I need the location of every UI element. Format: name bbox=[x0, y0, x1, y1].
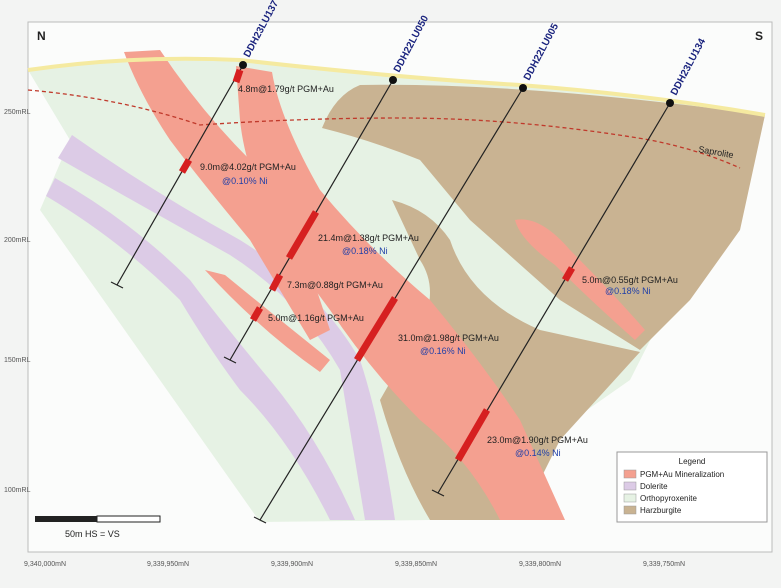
nickel-label: @0.16% Ni bbox=[420, 346, 466, 356]
pgm-au-mineralization bbox=[205, 270, 330, 372]
legend-label: Orthopyroxenite bbox=[640, 494, 697, 503]
drill-trace bbox=[116, 64, 244, 286]
intercept bbox=[285, 210, 320, 260]
collar bbox=[389, 76, 397, 84]
intercept bbox=[561, 266, 576, 282]
intercept-segments bbox=[178, 68, 576, 462]
elevation-label: 100mRL bbox=[4, 487, 31, 494]
intercept-label: 7.3m@0.88g/t PGM+Au bbox=[287, 280, 383, 290]
collars bbox=[239, 61, 674, 107]
intercept-label: 31.0m@1.98g/t PGM+Au bbox=[398, 333, 499, 343]
intercept-label: 23.0m@1.90g/t PGM+Au bbox=[487, 435, 588, 445]
topography bbox=[27, 56, 766, 117]
end-tick bbox=[110, 281, 124, 289]
north-label: N bbox=[37, 29, 46, 43]
scale-bar bbox=[35, 516, 97, 522]
intercept bbox=[354, 296, 398, 362]
intercept-label: 4.8m@1.79g/t PGM+Au bbox=[238, 84, 334, 94]
pgm-au-mineralization bbox=[515, 219, 645, 340]
intercept bbox=[454, 408, 491, 462]
legend-swatch bbox=[623, 481, 637, 491]
elevation-label: 150mRL bbox=[4, 357, 31, 364]
legend-box bbox=[616, 451, 768, 523]
collar bbox=[239, 61, 247, 69]
elevation-label: 200mRL bbox=[4, 237, 31, 244]
scale-label: 50m HS = VS bbox=[65, 529, 120, 539]
intercept-label: 5.0m@0.55g/t PGM+Au bbox=[582, 275, 678, 285]
northing-label: 9,340,000mN bbox=[24, 561, 66, 568]
northing-label: 9,339,950mN bbox=[147, 561, 189, 568]
harzburgite bbox=[322, 84, 765, 350]
pgm-au-mineralization bbox=[236, 66, 565, 520]
legend-title: Legend bbox=[679, 457, 706, 466]
nickel-label: @0.14% Ni bbox=[515, 448, 561, 458]
northing-label: 9,339,900mN bbox=[271, 561, 313, 568]
legend-label: Harzburgite bbox=[640, 506, 682, 515]
nickel-label: @0.18% Ni bbox=[605, 286, 651, 296]
legend-swatch bbox=[623, 493, 637, 503]
end-tick bbox=[223, 356, 237, 364]
pgm-au-mineralization bbox=[124, 50, 330, 340]
northing-label: 9,339,850mN bbox=[395, 561, 437, 568]
legend-label: Dolerite bbox=[640, 482, 668, 491]
dolerite bbox=[46, 178, 355, 520]
intercept-label: 5.0m@1.16g/t PGM+Au bbox=[268, 313, 364, 323]
saprolite-boundary bbox=[27, 89, 741, 169]
intercept bbox=[178, 158, 193, 174]
collar bbox=[666, 99, 674, 107]
end-tick bbox=[253, 516, 267, 524]
end-tick bbox=[431, 489, 445, 497]
elevation-label: 250mRL bbox=[4, 109, 31, 116]
intercept bbox=[268, 273, 284, 292]
northing-label: 9,339,750mN bbox=[643, 561, 685, 568]
intercept-label: 9.0m@4.02g/t PGM+Au bbox=[200, 162, 296, 172]
intercept bbox=[249, 306, 264, 322]
legend-swatch bbox=[623, 505, 637, 515]
collar bbox=[519, 84, 527, 92]
legend-swatch bbox=[623, 469, 637, 479]
nickel-label: @0.10% Ni bbox=[222, 176, 268, 186]
intercept-label: 21.4m@1.38g/t PGM+Au bbox=[318, 233, 419, 243]
nickel-label: @0.18% Ni bbox=[342, 246, 388, 256]
legend-label: PGM+Au Mineralization bbox=[640, 470, 724, 479]
scale-bar bbox=[96, 515, 161, 523]
northing-label: 9,339,800mN bbox=[519, 561, 561, 568]
intercept bbox=[232, 68, 244, 84]
south-label: S bbox=[755, 29, 763, 43]
